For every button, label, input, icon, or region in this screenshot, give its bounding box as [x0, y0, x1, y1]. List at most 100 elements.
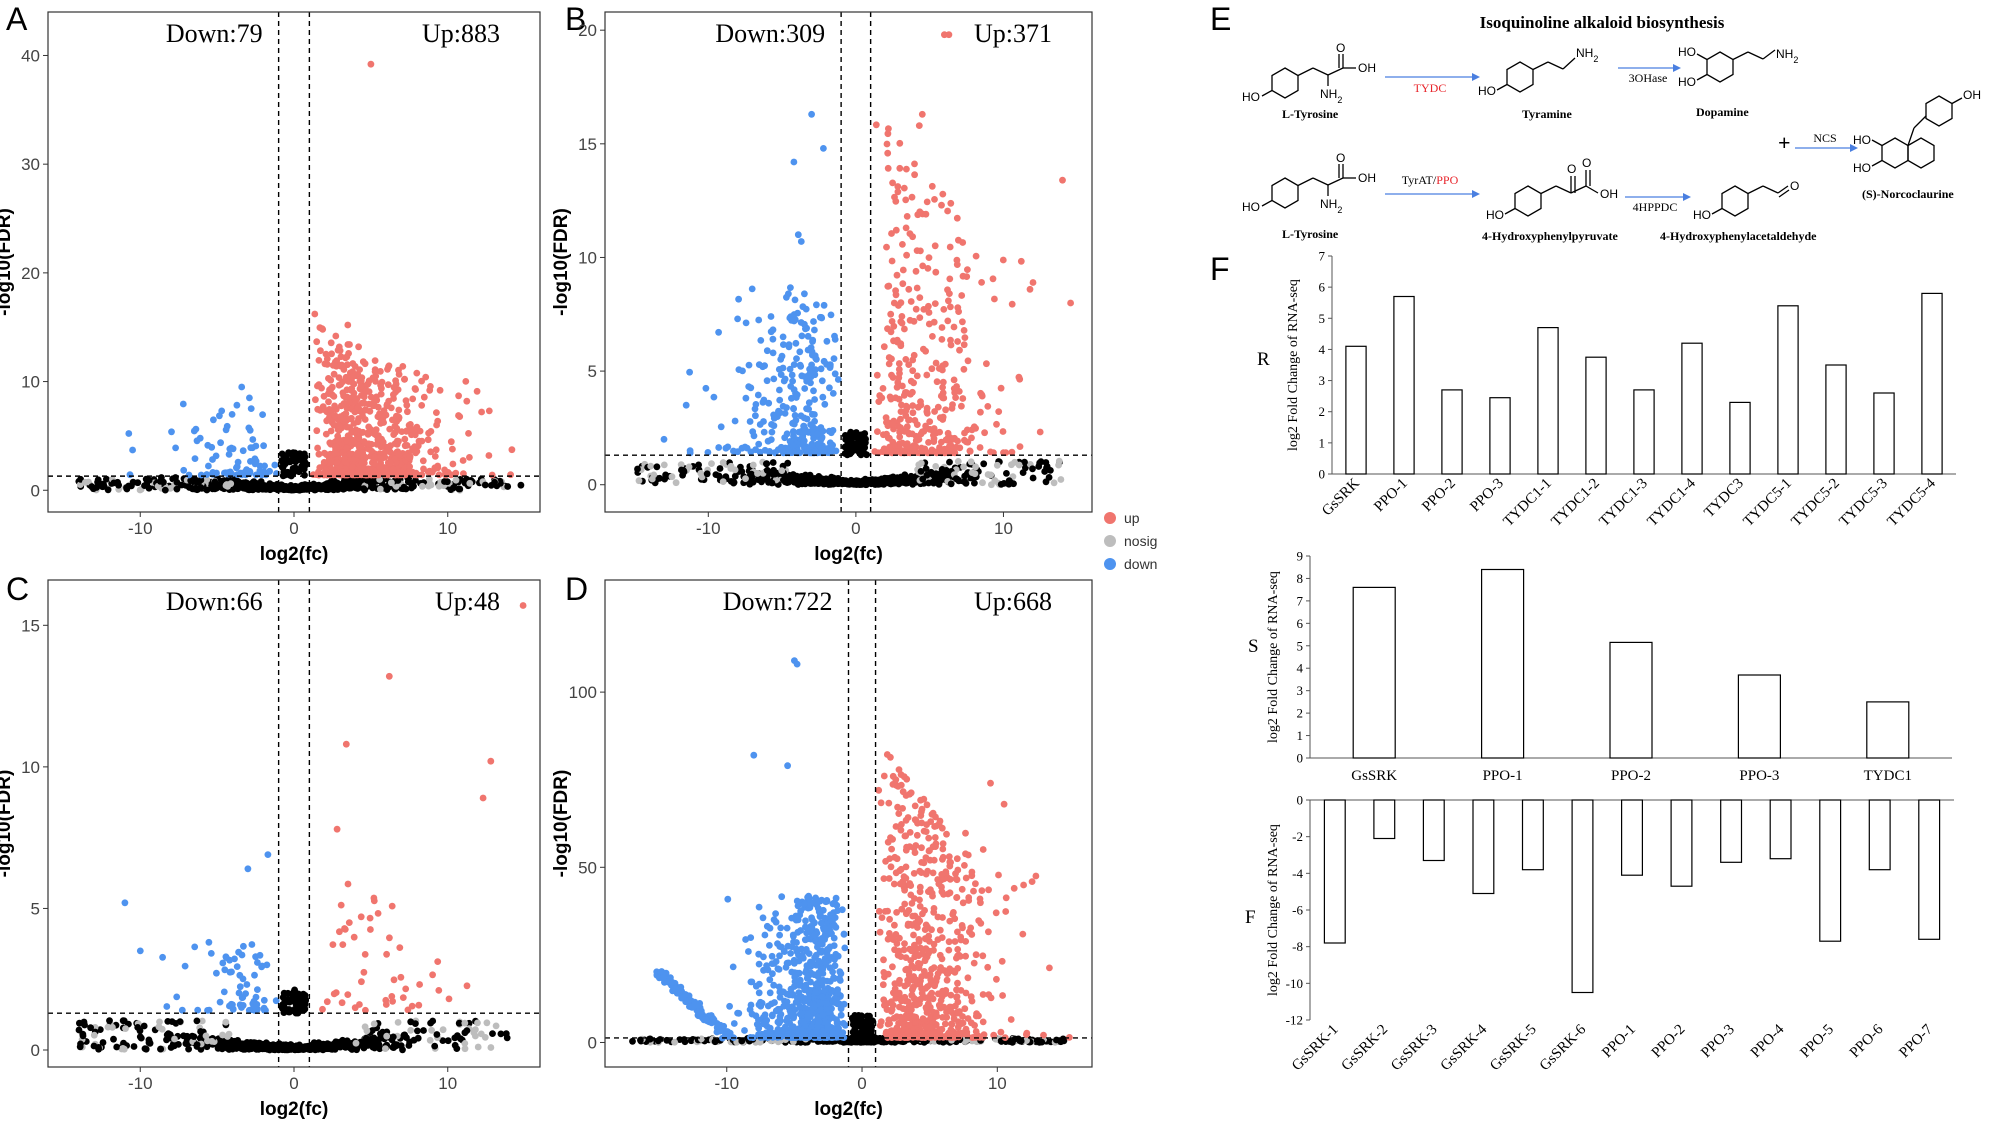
point-down — [747, 418, 754, 425]
point-nosig — [863, 481, 870, 488]
point-up — [390, 391, 397, 398]
point-down — [790, 428, 797, 435]
point-nosig — [425, 483, 432, 490]
point-nosig — [504, 1035, 511, 1042]
point-down — [802, 428, 809, 435]
point-down — [809, 352, 816, 359]
point-nosig — [296, 998, 303, 1005]
point-up — [378, 391, 385, 398]
point-down — [761, 429, 768, 436]
point-up — [348, 387, 355, 394]
point-down — [210, 416, 217, 423]
point-up — [939, 362, 946, 369]
point-up — [939, 324, 946, 331]
point-up — [899, 241, 906, 248]
point-up — [420, 457, 427, 464]
point-down — [801, 290, 808, 297]
point-down — [249, 436, 256, 443]
point-up — [362, 951, 369, 958]
point-down — [768, 313, 775, 320]
point-nosig — [649, 476, 656, 483]
point-up — [335, 438, 342, 445]
point-up — [389, 903, 396, 910]
point-down — [770, 350, 777, 357]
point-down — [809, 411, 816, 418]
point-nosig — [195, 479, 202, 486]
point-up — [371, 895, 378, 902]
point-up — [326, 387, 333, 394]
point-nosig — [444, 478, 451, 485]
point-nosig — [291, 1045, 298, 1052]
point-nosig — [754, 470, 761, 477]
point-nosig — [301, 451, 308, 458]
point-nosig — [406, 1042, 413, 1049]
point-up — [979, 392, 986, 399]
point-up — [930, 448, 937, 455]
point-nosig — [971, 480, 978, 487]
point-up — [954, 261, 961, 268]
point-up-outlier — [343, 741, 350, 748]
point-up — [391, 976, 398, 983]
point-up — [336, 422, 343, 429]
point-down-outlier — [122, 899, 129, 906]
point-up — [908, 298, 915, 305]
point-down — [777, 356, 784, 363]
point-nosig — [431, 1043, 438, 1050]
point-up — [427, 448, 434, 455]
point-up — [465, 430, 472, 437]
point-down — [831, 333, 838, 340]
point-nosig — [669, 473, 676, 480]
point-up — [906, 417, 913, 424]
point-nosig — [106, 1017, 113, 1024]
point-nosig — [331, 1045, 338, 1052]
point-down — [777, 409, 784, 416]
point-up — [893, 291, 900, 298]
point-up — [909, 194, 916, 201]
point-nosig — [360, 1039, 367, 1046]
point-down — [791, 311, 798, 318]
point-down — [194, 437, 201, 444]
point-down — [237, 983, 244, 990]
point-down — [770, 326, 777, 333]
point-nosig — [504, 483, 511, 490]
point-up — [372, 368, 379, 375]
point-up — [371, 454, 378, 461]
point-down — [802, 325, 809, 332]
point-up — [371, 396, 378, 403]
point-up — [335, 347, 342, 354]
point-nosig — [1029, 465, 1036, 472]
point-down — [771, 422, 778, 429]
point-down — [818, 448, 825, 455]
point-nosig — [338, 1038, 345, 1045]
point-nosig — [364, 1028, 371, 1035]
point-down — [776, 387, 783, 394]
point-down-outlier — [245, 865, 252, 872]
point-up — [395, 367, 402, 374]
point-down — [226, 451, 233, 458]
point-nosig — [428, 1027, 435, 1034]
point-up-outlier — [478, 409, 485, 416]
point-nosig — [748, 471, 755, 478]
point-up — [909, 431, 916, 438]
point-down — [224, 423, 231, 430]
point-nosig — [283, 456, 290, 463]
point-up — [875, 398, 882, 405]
point-down — [821, 302, 828, 309]
point-down — [186, 472, 193, 479]
figure: A B C D E F -10 0 10010203040log2(fc)-log1… — [0, 0, 2008, 1125]
point-nosig — [414, 1028, 421, 1035]
point-up — [362, 360, 369, 367]
point-up — [949, 405, 956, 412]
point-down — [234, 402, 241, 409]
point-down — [746, 362, 753, 369]
point-up — [903, 166, 910, 173]
point-down — [821, 401, 828, 408]
point-nosig — [932, 463, 939, 470]
point-up — [894, 272, 901, 279]
point-up — [338, 403, 345, 410]
point-nosig — [445, 1037, 452, 1044]
point-up — [354, 451, 361, 458]
point-down — [792, 412, 799, 419]
point-down — [236, 972, 243, 979]
point-up — [884, 141, 891, 148]
